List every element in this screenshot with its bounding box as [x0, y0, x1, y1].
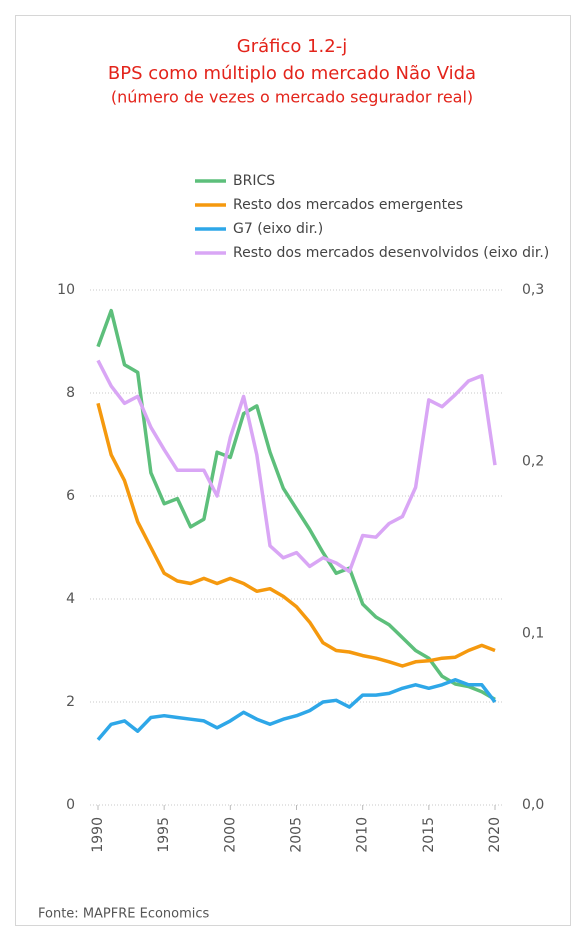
- line-series: [96, 402, 496, 668]
- source: Fonte: MAPFRE Economics: [38, 907, 210, 922]
- legend-label: Resto dos mercados desenvolvidos (eixo d…: [233, 245, 549, 261]
- legend-label: Resto dos mercados emergentes: [233, 197, 463, 213]
- x-tick-label: 2020: [487, 817, 503, 853]
- frame: [15, 15, 571, 926]
- line-series: [96, 359, 497, 574]
- y-tick-label: 10: [57, 282, 75, 298]
- chart-subtitle: (número de vezes o mercado segurador rea…: [111, 88, 473, 107]
- legend-label: G7 (eixo dir.): [233, 221, 323, 237]
- x-tick-label: 2000: [222, 817, 238, 853]
- y-tick-label: 6: [66, 488, 75, 504]
- line-series: [96, 308, 496, 701]
- x-tick-label: 1995: [156, 817, 172, 853]
- chart-title: BPS como múltiplo do mercado Não Vida: [108, 63, 476, 84]
- y2-tick-label: 0,3: [522, 282, 544, 298]
- y-tick-label: 4: [66, 591, 75, 607]
- x-tick-label: 2015: [421, 817, 437, 853]
- y2-tick-label: 0,0: [522, 797, 544, 813]
- x-tick-label: 1990: [90, 817, 106, 853]
- x-tick-label: 2010: [355, 817, 371, 853]
- chart-title: Gráfico 1.2-j: [237, 36, 347, 57]
- y-tick-label: 0: [66, 797, 75, 813]
- y-tick-label: 2: [66, 694, 75, 710]
- y2-tick-label: 0,1: [522, 625, 544, 641]
- legend-label: BRICS: [233, 173, 275, 189]
- y2-tick-label: 0,2: [522, 454, 544, 470]
- y-tick-label: 8: [66, 385, 75, 401]
- x-tick-label: 2005: [289, 817, 305, 853]
- line-series: [96, 677, 497, 741]
